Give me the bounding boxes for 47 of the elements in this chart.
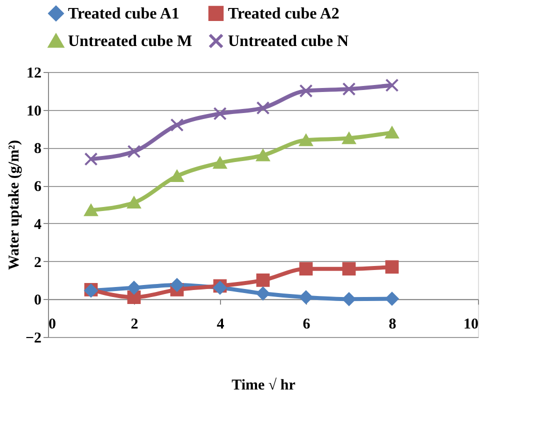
point [342, 292, 356, 306]
y-tick-label: 4 [34, 216, 42, 233]
point [213, 106, 227, 120]
y-tick-label: 10 [26, 103, 42, 120]
x-tick-label: 0 [48, 316, 56, 333]
point [342, 82, 356, 96]
y-tick-label: 8 [34, 141, 42, 158]
point [256, 101, 270, 115]
y-tick-label: 0 [34, 292, 42, 309]
legend-label: Untreated cube N [228, 33, 350, 50]
point [256, 149, 270, 162]
legend-label: Untreated cube M [68, 33, 192, 50]
y-tick-label: 6 [34, 179, 42, 196]
point [170, 118, 184, 132]
point [385, 292, 399, 306]
legend-label: Treated cube A2 [228, 5, 340, 22]
point [170, 278, 184, 292]
x-tick-label: 8 [388, 316, 396, 333]
point [299, 134, 313, 146]
y-tick-label: −2 [25, 330, 42, 346]
y-tick-label: 12 [26, 66, 42, 82]
x-tick-label: 4 [216, 316, 225, 333]
x-tick-label: 10 [464, 316, 478, 333]
point [385, 126, 399, 139]
point [84, 152, 98, 166]
point [299, 84, 313, 98]
point [299, 262, 313, 276]
point [127, 144, 141, 158]
x-axis-title: Time √ hr [232, 378, 296, 394]
point [299, 290, 313, 304]
point [385, 78, 399, 92]
point [127, 281, 141, 294]
point [170, 170, 184, 182]
point [342, 132, 356, 144]
x-tick-label: 2 [130, 316, 138, 333]
x-tick-label: 6 [302, 316, 311, 333]
y-axis-title: Water uptake (g/m²) [6, 140, 22, 270]
point [385, 260, 399, 274]
point [127, 290, 141, 304]
point [342, 262, 356, 276]
point [256, 274, 270, 287]
point [84, 204, 98, 216]
point [213, 156, 227, 169]
legend-label: Treated cube A1 [68, 5, 180, 22]
point [256, 286, 270, 300]
y-tick-label: 2 [34, 254, 42, 271]
point [127, 196, 141, 209]
